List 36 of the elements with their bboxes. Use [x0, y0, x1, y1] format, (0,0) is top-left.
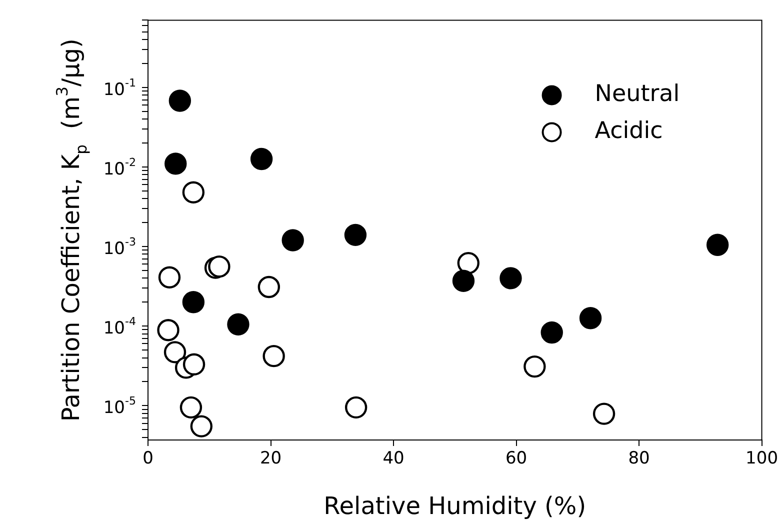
point: [262, 344, 285, 368]
point: [157, 319, 180, 342]
point: [344, 396, 368, 419]
x-axis-title: Relative Humidity (%): [324, 492, 586, 520]
point: [250, 148, 273, 170]
point: [500, 267, 522, 290]
x-tick-label: 80: [628, 448, 650, 469]
point: [540, 321, 563, 344]
point: [190, 415, 212, 438]
x-tick-label: 60: [505, 448, 528, 469]
point: [282, 229, 304, 252]
point: [182, 181, 205, 204]
x-tick-label: 40: [382, 448, 404, 469]
point: [180, 396, 202, 419]
point: [258, 276, 280, 298]
point: [524, 355, 546, 378]
point: [164, 152, 187, 175]
point: [706, 234, 729, 256]
point: [452, 270, 475, 292]
point: [579, 307, 602, 330]
legend-label: Acidic: [594, 118, 663, 144]
point: [344, 224, 367, 246]
point: [227, 313, 250, 336]
point: [457, 252, 480, 274]
point: [592, 402, 616, 425]
point: [182, 353, 206, 376]
x-tick-label: 20: [260, 448, 282, 469]
point: [168, 90, 192, 112]
point: [164, 341, 186, 364]
point: [158, 266, 181, 288]
y-axis-title: Partition Coefficient, Kp (m3/µg): [53, 38, 91, 422]
legend-label: Neutral: [594, 81, 680, 108]
x-tick-label: 100: [746, 448, 778, 469]
x-tick-label: 0: [142, 448, 154, 469]
point: [208, 255, 230, 278]
point: [182, 291, 205, 314]
